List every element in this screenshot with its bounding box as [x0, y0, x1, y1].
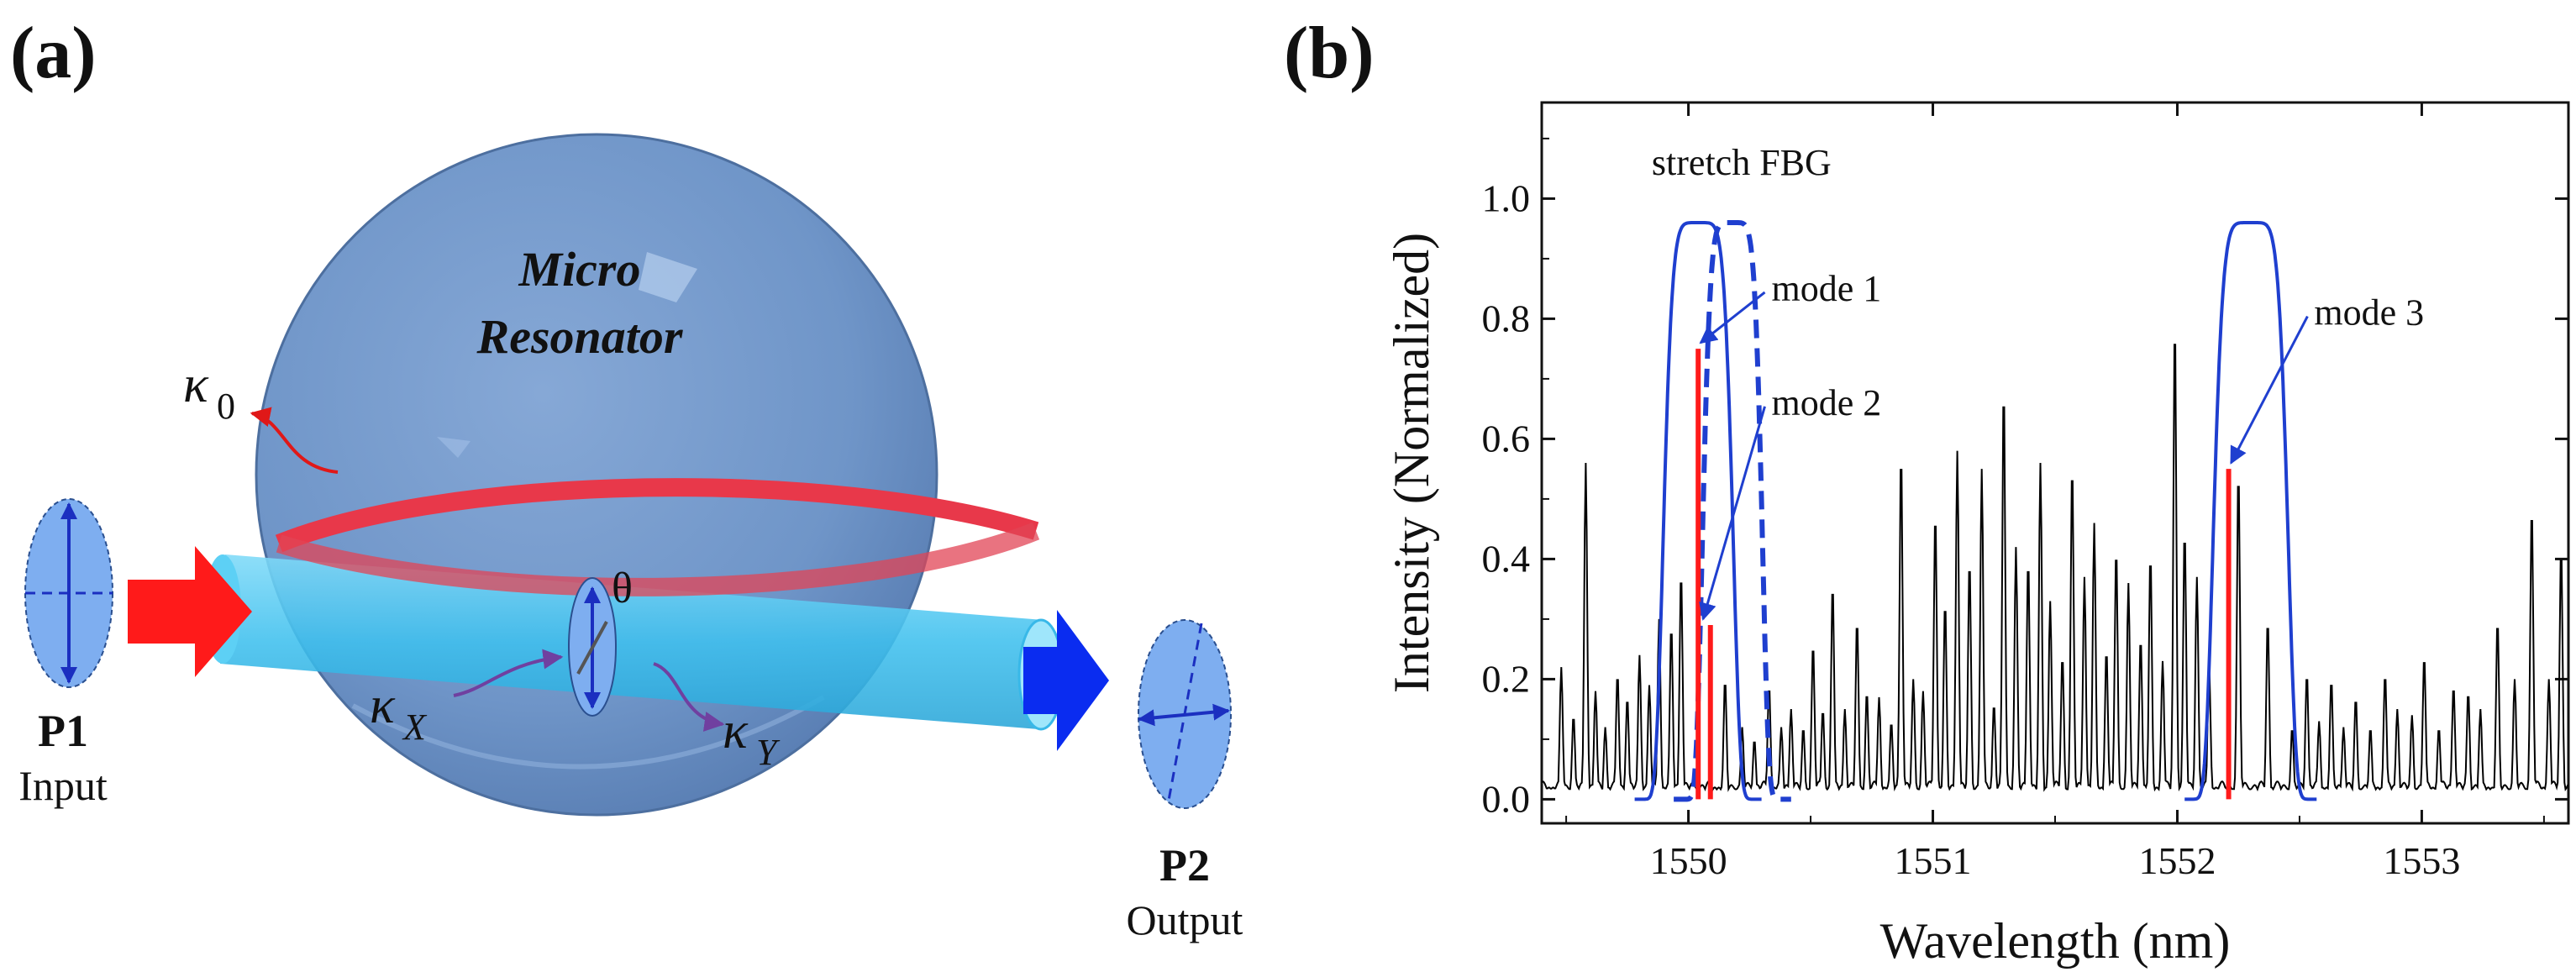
x-axis-title: Wavelength (nm)	[1880, 913, 2231, 969]
x-tick-label: 1553	[2383, 839, 2460, 882]
sphere-lower-sheen	[351, 695, 825, 770]
kappa0-arrow	[250, 407, 339, 474]
fbg-curve	[1634, 221, 1762, 801]
sphere-highlight	[639, 252, 697, 302]
y-tick-label: 0.8	[1482, 297, 1531, 339]
kappay-arrow	[653, 662, 725, 732]
output-arrow	[1023, 610, 1109, 751]
kappa0-subscript: 0	[217, 386, 235, 427]
y-tick-label: 0.4	[1482, 537, 1531, 580]
annotation-arrow	[1699, 291, 1766, 344]
whispering-gallery-ring-front	[276, 522, 1040, 596]
panel-b-label: (b)	[1284, 13, 1375, 94]
input-polarization-ellipse	[24, 498, 113, 688]
output-polarization-ellipse	[1138, 619, 1232, 809]
x-tick-label: 1552	[2138, 839, 2216, 882]
y-tick-label: 0.0	[1482, 777, 1531, 820]
panel-b: (b) 0.0 0.2 0.4 0.6 0.8 1.0 1550 1551 1552 1553 Wa…	[1284, 13, 2570, 969]
p2-sublabel: Output	[1127, 896, 1243, 943]
kappay-subscript: Y	[756, 732, 781, 773]
annotation-label: mode 1	[1771, 268, 1881, 309]
p2-label: P2	[1159, 840, 1210, 891]
y-axis-title: Intensity (Normalized)	[1384, 233, 1439, 693]
y-tick-label: 1.0	[1482, 176, 1531, 219]
whispering-gallery-ring-back	[275, 478, 1039, 553]
kappay-symbol: κ	[723, 702, 749, 759]
kappax-symbol: κ	[370, 677, 396, 734]
kappax-subscript: X	[402, 707, 428, 748]
fbg-curve	[2184, 221, 2317, 801]
p1-sublabel: Input	[18, 762, 108, 809]
kappa0-symbol: κ	[183, 356, 209, 413]
x-tick-label: 1550	[1650, 839, 1727, 882]
sphere-highlight-small	[437, 437, 471, 458]
panel-a-label: (a)	[10, 13, 97, 94]
annotation-label: mode 2	[1771, 382, 1881, 423]
theta-label: θ	[612, 565, 633, 612]
kappax-arrow	[453, 649, 564, 697]
sphere-title-line1: Micro	[518, 242, 641, 297]
mid-polarization-ellipse	[568, 577, 617, 717]
y-tick-label: 0.6	[1482, 417, 1531, 460]
plot-area	[1542, 220, 2568, 802]
fbg-stretched-curve	[1674, 220, 1791, 802]
y-tick-label: 0.2	[1482, 657, 1531, 700]
spectrum-chart: 0.0 0.2 0.4 0.6 0.8 1.0 1550 1551 1552 1553 Wavele…	[1384, 101, 2570, 969]
x-tick-label: 1551	[1895, 839, 1972, 882]
p1-label: P1	[38, 706, 88, 756]
annotation-label: stretch FBG	[1652, 142, 1832, 183]
sphere-title-line2: Resonator	[476, 309, 683, 364]
annotation-label: mode 3	[2314, 292, 2424, 334]
input-arrow	[128, 546, 252, 677]
annotation-arrow	[2230, 315, 2309, 465]
annotation-arrow	[1699, 406, 1766, 621]
panel-a: (a) θ Micro Resonator κ 0 κ X	[10, 13, 1243, 943]
